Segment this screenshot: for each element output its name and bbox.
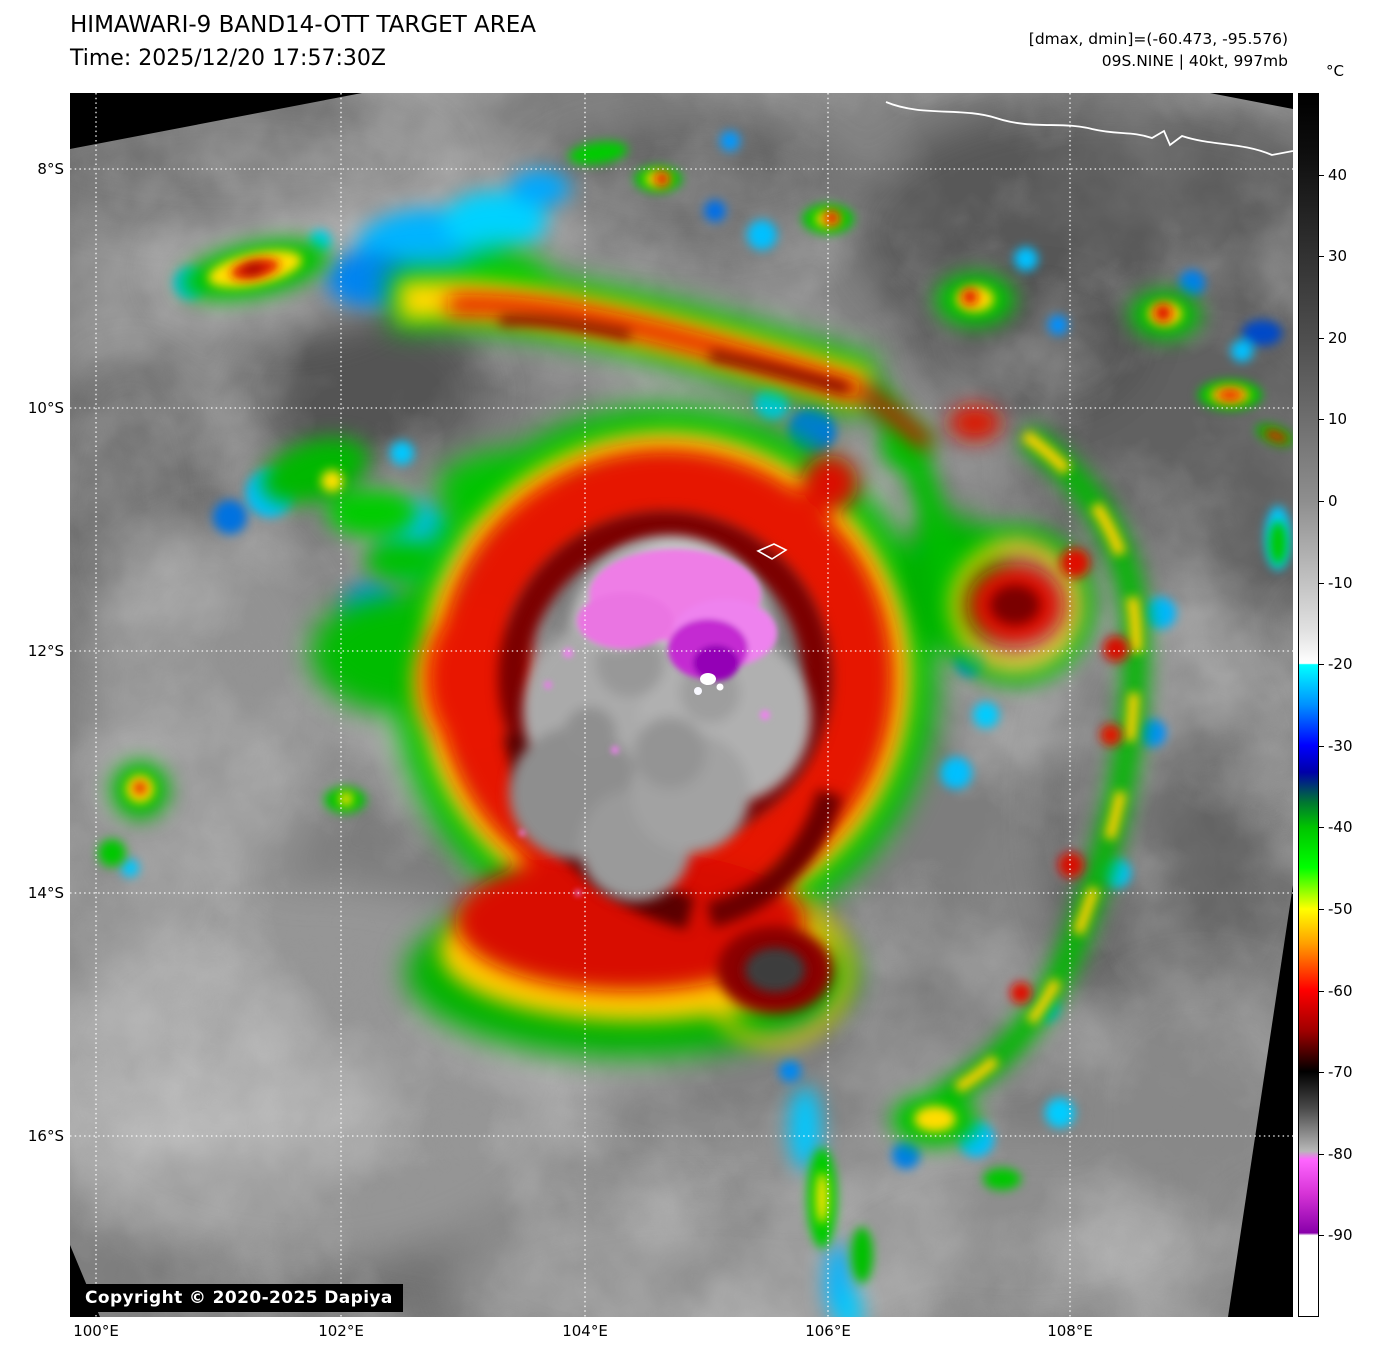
lon-tick-label: 102°E [318,1322,364,1340]
colorbar-tick-label: -10 [1328,573,1353,592]
colorbar-tick-label: -80 [1328,1144,1353,1163]
colorbar-tick-mark [1319,1153,1324,1155]
page-title: HIMAWARI-9 BAND14-OTT TARGET AREA [70,12,537,38]
colorbar-tick-mark [1319,582,1324,584]
overshoot-white-dots [694,673,724,695]
lat-tick-label: 8°S [37,160,64,178]
colorbar-tick-mark [1319,909,1324,910]
lat-tick-label: 12°S [27,642,64,660]
colorbar-tick-label: -90 [1328,1226,1353,1245]
lat-tick-label: 14°S [27,884,64,902]
coastline [885,101,1293,156]
colorbar-tick-mark [1319,827,1324,829]
cold-top-magenta-core [519,549,777,896]
colorbar-tick-mark [1319,990,1324,992]
lon-tick-label: 100°E [73,1322,119,1340]
colorbar-tick-label: 10 [1328,410,1348,429]
colorbar-tick-label: -40 [1328,818,1353,837]
colorbar [1298,93,1319,1317]
dmax-dmin-readout: [dmax, dmin]=(-60.473, -95.576) [1028,30,1288,48]
timestamp: Time: 2025/12/20 17:57:30Z [70,46,386,71]
colorbar-tick-mark [1319,174,1324,176]
colorbar-tick-mark [1319,664,1324,666]
colorbar-tick-mark [1319,256,1324,258]
colorbar-unit-label: °C [1326,62,1344,80]
colorbar-tick-mark [1319,1072,1324,1074]
colorbar-tick-label: 30 [1328,247,1348,266]
green-layer-small [98,141,1293,1283]
yellow-layer-small [126,171,1250,1224]
colorbar-tick-label: -30 [1328,736,1353,755]
colorbar-tick-label: 0 [1328,492,1338,510]
copyright-badge: Copyright © 2020-2025 Dapiya [75,1284,403,1312]
colorbar-tick-mark [1319,1235,1324,1237]
colorbar-tick-label: -60 [1328,981,1353,1000]
satellite-image [70,93,1293,1317]
colorbar-tick-label: -50 [1328,900,1353,918]
gridlines [70,93,1293,1317]
lat-tick-label: 10°S [27,399,64,417]
white-contour-marker [756,543,788,560]
satellite-map: Copyright © 2020-2025 Dapiya [70,93,1293,1317]
colorbar-tick-mark [1319,745,1324,747]
lat-tick-label: 16°S [27,1127,64,1145]
colorbar-tick-mark [1319,419,1324,421]
colorbar-tick-label: -70 [1328,1063,1353,1082]
colorbar-tick-label: 40 [1328,165,1348,184]
lon-tick-label: 104°E [562,1322,608,1340]
colorbar-tick-mark [1319,337,1324,339]
colorbar-tick-label: -20 [1328,655,1353,674]
no-data-corners [70,93,1293,1317]
header-right: [dmax, dmin]=(-60.473, -95.576) 09S.NINE… [1029,28,1288,72]
dark-blob-core [745,948,805,992]
lon-tick-label: 108°E [1047,1322,1093,1340]
lon-tick-label: 106°E [805,1322,851,1340]
storm-info: 09S.NINE | 40kt, 997mb [1101,52,1288,70]
colorbar-tick-mark [1319,501,1324,502]
colorbar-tick-label: 20 [1328,328,1348,347]
